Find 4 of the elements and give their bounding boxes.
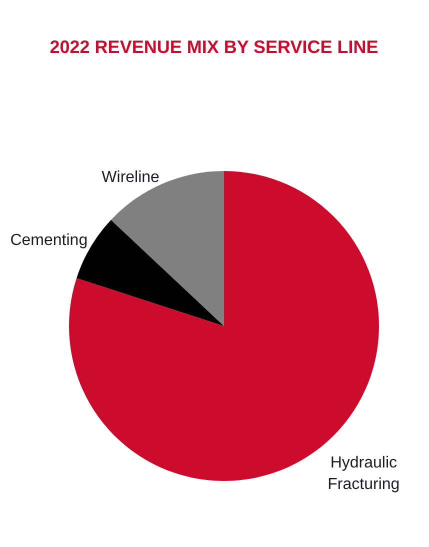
slice-label: Cementing: [10, 232, 88, 250]
chart-title: 2022 REVENUE MIX BY SERVICE LINE: [50, 37, 378, 57]
slice-label: Hydraulic Fracturing: [328, 454, 400, 493]
slice-label: Wireline: [102, 168, 160, 186]
